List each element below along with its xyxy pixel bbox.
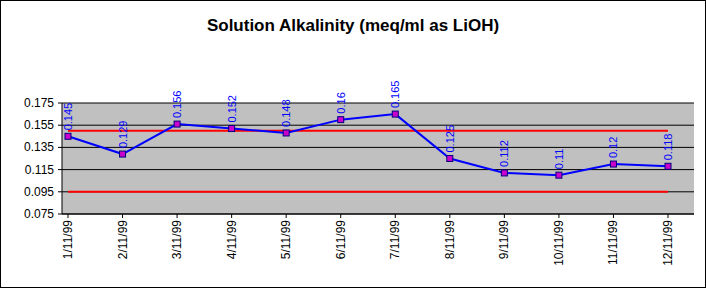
y-tick-label: 0.135 bbox=[24, 140, 54, 154]
y-tick-label: 0.175 bbox=[24, 96, 54, 110]
title: Solution Alkalinity (meq/ml as LiOH) bbox=[207, 16, 499, 35]
series-group bbox=[65, 111, 671, 192]
x-tick-label: 6/11/99 bbox=[334, 220, 348, 259]
y-tick bbox=[58, 169, 62, 170]
grid-line bbox=[62, 214, 694, 215]
x-tick bbox=[504, 214, 505, 218]
data-label: 0.125 bbox=[444, 125, 456, 153]
marker bbox=[392, 111, 398, 117]
marker bbox=[65, 133, 71, 139]
marker bbox=[120, 151, 126, 157]
x-tick bbox=[340, 214, 341, 218]
chart-border bbox=[1, 1, 706, 288]
x-axis bbox=[62, 214, 694, 215]
marker bbox=[501, 170, 507, 176]
marker bbox=[610, 161, 616, 167]
data-label: 0.16 bbox=[335, 92, 347, 113]
marker bbox=[447, 156, 453, 162]
x-tick bbox=[558, 214, 559, 218]
data-label: 0.112 bbox=[498, 140, 510, 167]
x-tick-label: 10/11/99 bbox=[552, 220, 566, 266]
series-line bbox=[68, 191, 668, 193]
y-tick-label: 0.075 bbox=[24, 207, 54, 221]
grid-line bbox=[62, 191, 694, 192]
x-tick bbox=[231, 214, 232, 218]
x-tick-label: 4/11/99 bbox=[225, 220, 239, 259]
x-tick-label: 9/11/99 bbox=[497, 220, 511, 259]
marker bbox=[556, 172, 562, 178]
x-tick-label: 5/11/99 bbox=[279, 220, 293, 259]
x-tick-label: 1/11/99 bbox=[61, 220, 75, 259]
grid-line bbox=[62, 147, 694, 148]
x-tick-label: 12/11/99 bbox=[661, 220, 675, 266]
data-label: 0.12 bbox=[607, 137, 619, 158]
x-tick-label: 8/11/99 bbox=[443, 220, 457, 259]
x-tick bbox=[613, 214, 614, 218]
x-tick bbox=[286, 214, 287, 218]
x-tick bbox=[395, 214, 396, 218]
data-label: 0.148 bbox=[280, 99, 292, 127]
data-label: 0.129 bbox=[117, 121, 129, 149]
x-tick bbox=[68, 214, 69, 218]
y-tick bbox=[58, 214, 62, 215]
x-tick-label: 7/11/99 bbox=[388, 220, 402, 259]
series-line bbox=[68, 114, 668, 175]
grid-line bbox=[62, 125, 694, 126]
y-tick bbox=[58, 191, 62, 192]
marker bbox=[665, 163, 671, 169]
y-tick-label: 0.095 bbox=[24, 185, 54, 199]
chart: Solution Alkalinity (meq/ml as LiOH) 0.07… bbox=[0, 0, 706, 288]
x-tick bbox=[668, 214, 669, 218]
data-labels: 0.145 0.129 0.156 0.152 0.148 0.16 0.165 0.125 0… bbox=[62, 81, 674, 170]
y-tick-label: 0.155 bbox=[24, 118, 54, 132]
data-label: 0.145 bbox=[62, 103, 74, 131]
plot-area bbox=[62, 103, 694, 214]
marker bbox=[174, 121, 180, 127]
data-label: 0.165 bbox=[389, 81, 401, 109]
x-tick-label: 3/11/99 bbox=[170, 220, 184, 259]
data-label: 0.118 bbox=[662, 134, 674, 161]
data-label: 0.156 bbox=[171, 91, 183, 119]
data-label: 0.11 bbox=[553, 149, 565, 170]
marker bbox=[229, 126, 235, 132]
data-label: 0.152 bbox=[226, 95, 238, 123]
x-tick bbox=[122, 214, 123, 218]
grid-line bbox=[62, 169, 694, 170]
x-tick bbox=[449, 214, 450, 218]
marker bbox=[338, 117, 344, 123]
marker bbox=[283, 130, 289, 136]
y-tick bbox=[58, 147, 62, 148]
x-tick-label: 2/11/99 bbox=[116, 220, 130, 259]
grid-line bbox=[62, 103, 694, 104]
x-tick-label: 11/11/99 bbox=[606, 220, 620, 265]
series-line bbox=[68, 130, 668, 132]
x-tick bbox=[177, 214, 178, 218]
y-tick-label: 0.115 bbox=[25, 163, 54, 177]
